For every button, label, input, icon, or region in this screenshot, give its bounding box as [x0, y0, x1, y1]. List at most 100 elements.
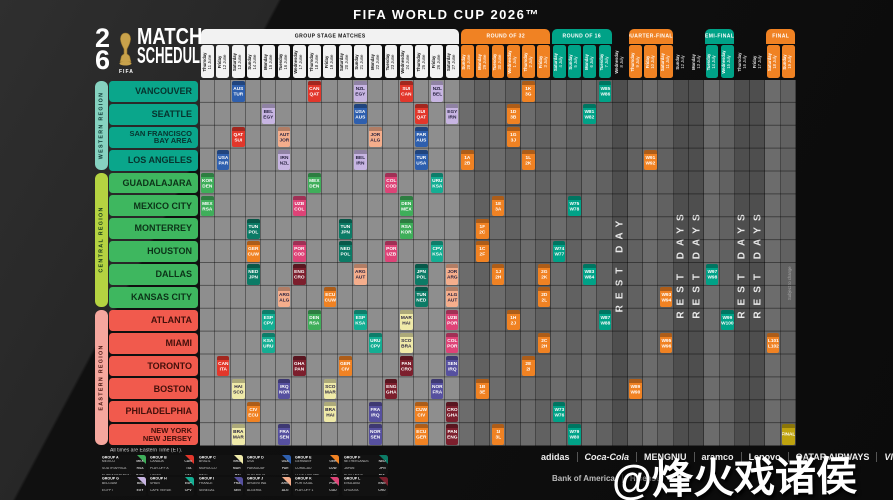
- city-column: VANCOUVER SEATTLE SAN FRANCISCO BAY AREA LO…: [109, 80, 198, 446]
- match-teams: SUI QAT: [416, 108, 427, 120]
- match-time-strip: [262, 104, 276, 109]
- match-teams: 1E 3A: [494, 200, 502, 212]
- match-time-strip: [766, 332, 780, 337]
- stage-tab-final: FINAL: [766, 29, 795, 44]
- match-time-strip: [430, 378, 444, 383]
- city-miami: MIAMI: [109, 332, 198, 354]
- match-teams: BEL EGY: [263, 108, 274, 120]
- date-label: Thursday 11 June: [202, 52, 212, 71]
- date-label: Friday 3 July: [539, 55, 549, 68]
- match-time-strip: [537, 264, 551, 269]
- city-kansas-city: KANSAS CITY: [109, 286, 198, 308]
- match-cell-r16: W74 W77: [552, 241, 566, 262]
- match-cell-group-e: CIV ECU: [247, 401, 260, 422]
- match-time-strip: [506, 127, 520, 132]
- date-header-19-july: Sunday 19 July: [781, 45, 795, 78]
- match-time-strip: [476, 378, 490, 383]
- legend-group-l: GROUP LENGLANDENGCROATIACROGHANAGHAPANAM…: [341, 476, 388, 496]
- match-cell-group-c: BRA HAI: [323, 401, 337, 422]
- group-team-row: ENGLAND ENG: [343, 481, 386, 485]
- match-cell-r32: 1D 3B: [506, 104, 520, 125]
- match-teams: GER CIV: [340, 360, 351, 372]
- match-teams: KOR DEN: [202, 177, 213, 189]
- date-label: Friday 17 July: [752, 54, 762, 69]
- match-time-strip: [369, 332, 383, 337]
- date-label: Friday 19 June: [325, 54, 335, 69]
- match-cell-group-a: MEX DEN: [308, 172, 321, 194]
- group-team-row: CAPE VERDE CPV: [150, 488, 192, 492]
- grid-column-19-july: [780, 80, 796, 446]
- match-cell-sf: W97 W98: [705, 264, 719, 285]
- match-cell-group-i: SEN IRQ: [445, 355, 459, 377]
- date-label: Wednesday 8 July: [615, 49, 625, 74]
- match-teams: ENG CRO: [294, 268, 305, 280]
- match-time-strip: [476, 241, 490, 246]
- match-cell-group-e: CUW CIV: [415, 401, 428, 422]
- match-time-strip: [522, 355, 535, 360]
- match-teams: USA AUS: [355, 108, 366, 120]
- grid-column-4-july: [551, 80, 567, 446]
- match-cell-group-c: HAI SCO: [231, 378, 245, 399]
- match-time-strip: [537, 287, 551, 292]
- group-color-corner: [281, 455, 291, 464]
- match-cell-group-c: SCO MAR: [323, 378, 337, 399]
- match-time-strip: [415, 287, 428, 292]
- date-label: Thursday 25 June: [416, 52, 426, 71]
- match-cell-group-l: GHA PAN: [292, 355, 306, 377]
- city-vancouver: VANCOUVER: [109, 81, 198, 102]
- match-cell-group-h: KSA URU: [262, 332, 276, 354]
- match-cell-group-i: NOR FRA: [430, 378, 444, 399]
- match-cell-group-d: AUS TUR: [231, 81, 245, 102]
- grid-column-18-july: [765, 80, 781, 446]
- group-team-row: BELGIUM BEL: [102, 481, 144, 485]
- match-cell-r32: 1B 3E: [476, 378, 490, 399]
- match-teams: JPN POL: [416, 268, 427, 280]
- match-time-strip: [445, 264, 459, 269]
- grid-column-2-july: [520, 80, 537, 446]
- match-time-strip: [323, 378, 337, 383]
- match-time-strip: [552, 241, 566, 246]
- match-time-strip: [568, 424, 581, 429]
- match-cell-group-d: PAR AUS: [415, 127, 428, 148]
- city-guadalajara: GUADALAJARA: [109, 172, 198, 194]
- match-time-strip: [598, 81, 612, 86]
- match-time-strip: [522, 149, 535, 154]
- match-teams: 2D 2L: [540, 291, 547, 303]
- match-time-strip: [231, 424, 245, 429]
- match-teams: TUN POL: [248, 223, 259, 234]
- match-cell-r32: 1J 2H: [491, 264, 505, 285]
- city-philadelphia: PHILADELPHIA: [109, 401, 198, 423]
- match-teams: W95 W96: [661, 337, 671, 349]
- grid-column-6-july: [582, 80, 598, 446]
- match-time-strip: [292, 355, 306, 360]
- date-header-27-june: Saturday 27 June: [445, 45, 459, 78]
- match-cell-group-j: JOR ARG: [445, 264, 459, 285]
- match-cell-final: FINAL: [782, 424, 795, 445]
- match-time-strip: [491, 424, 505, 429]
- date-header-7-july: Tuesday 7 July: [598, 45, 612, 78]
- match-teams: 1I 3L: [495, 428, 501, 440]
- match-teams: CUW CIV: [415, 406, 428, 417]
- match-time-strip: [415, 149, 428, 154]
- match-teams: NED POL: [340, 245, 351, 257]
- group-card-title: GROUP C: [198, 455, 216, 460]
- match-time-strip: [216, 355, 230, 360]
- match-cell-group-e: ECU GER: [415, 424, 428, 445]
- legend-group-i: GROUP IFRANCEFRASENEGALSENPLAY-OFF 2IRQN…: [196, 476, 243, 496]
- match-time-strip: [445, 332, 459, 337]
- match-teams: COL COD: [385, 177, 397, 189]
- match-teams: AUT JOR: [279, 131, 289, 143]
- match-teams: CPV KSA: [431, 245, 442, 257]
- match-cell-r16: W81 W82: [583, 104, 597, 125]
- city-mexico-city: MEXICO CITY: [109, 195, 198, 217]
- date-label: Sunday 12 July: [676, 53, 686, 70]
- match-teams: 1A 2B: [464, 154, 471, 166]
- match-time-strip: [292, 241, 306, 246]
- date-label: Tuesday 23 June: [386, 53, 396, 70]
- match-time-strip: [583, 264, 597, 269]
- rest-day-label: REST DAYS: [689, 80, 704, 446]
- match-cell-r32: 2E 2I: [522, 355, 535, 377]
- match-time-strip: [415, 127, 428, 132]
